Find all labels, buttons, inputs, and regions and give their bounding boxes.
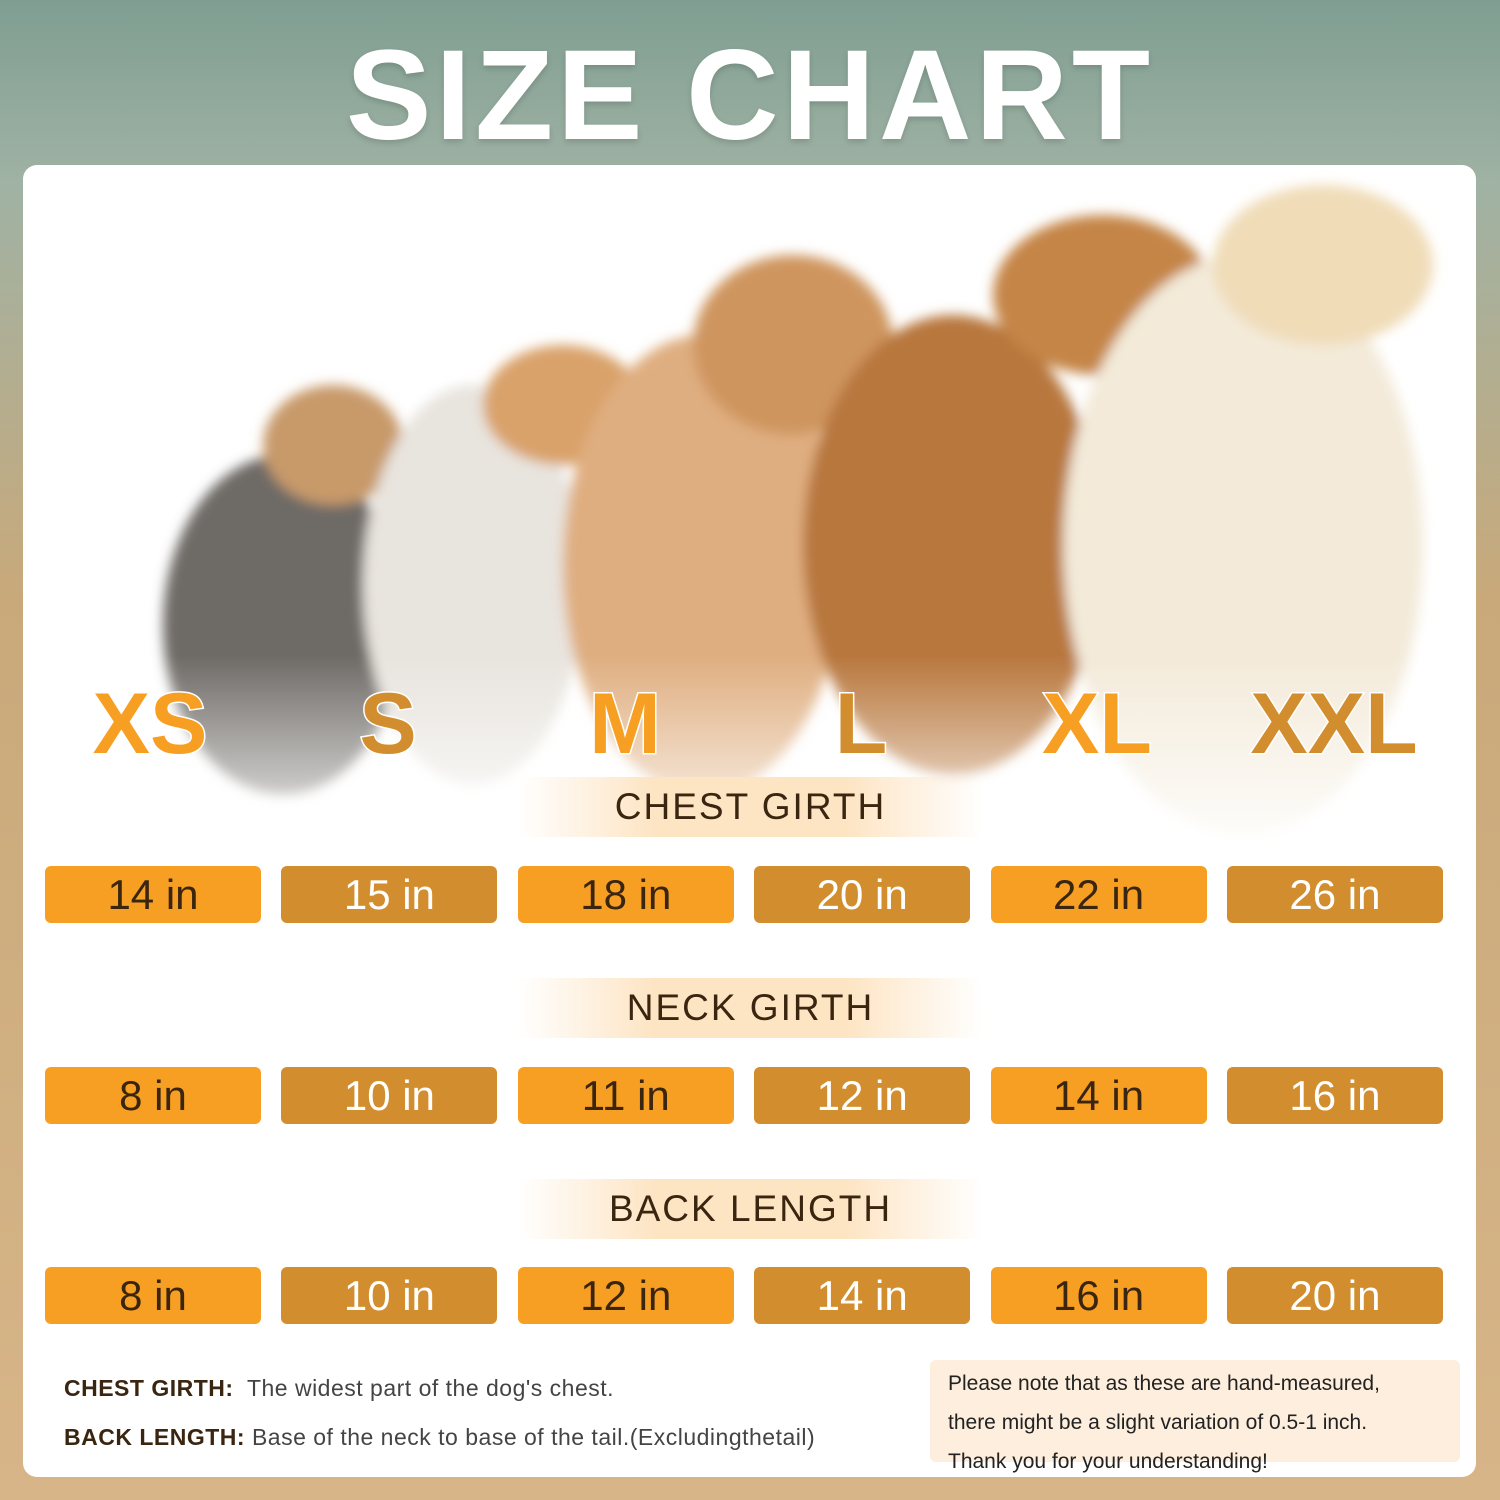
note-line: Please note that as these are hand-measu…	[948, 1372, 1380, 1395]
neck-girth-row: 8 in 10 in 11 in 12 in 14 in 16 in	[45, 1067, 1443, 1124]
chest-value: 22 in	[990, 866, 1207, 923]
chest-value: 26 in	[1226, 866, 1443, 923]
back-term: BACK LENGTH:	[64, 1424, 246, 1450]
chest-value: 20 in	[754, 866, 971, 923]
chest-girth-row: 14 in 15 in 18 in 20 in 22 in 26 in	[45, 866, 1443, 923]
back-value: 10 in	[281, 1267, 498, 1324]
chest-term: CHEST GIRTH:	[64, 1375, 234, 1401]
note-line: there might be a slight variation of 0.5…	[948, 1411, 1368, 1434]
neck-value: 10 in	[281, 1067, 498, 1124]
neck-value: 14 in	[990, 1067, 1207, 1124]
chest-value: 15 in	[281, 866, 498, 923]
back-value: 16 in	[990, 1267, 1207, 1324]
chest-value: 14 in	[45, 866, 261, 923]
page-title: SIZE CHART	[346, 24, 1154, 167]
size-label-l: L	[833, 675, 889, 774]
size-label-xxl: XXL	[1249, 675, 1419, 774]
chest-text: The widest part of the dog's chest.	[246, 1375, 615, 1401]
chest-definition: CHEST GIRTH: The widest part of the dog'…	[64, 1375, 815, 1402]
size-label-xs: XS	[91, 675, 209, 774]
back-length-heading: BACK LENGTH	[518, 1179, 983, 1239]
back-text: Base of the neck to base of the tail.(Ex…	[251, 1424, 816, 1450]
measurement-note: Please note that as these are hand-measu…	[930, 1360, 1460, 1473]
neck-value: 8 in	[45, 1067, 261, 1124]
size-label-xl: XL	[1041, 675, 1154, 774]
back-length-row: 8 in 10 in 12 in 14 in 16 in 20 in	[45, 1267, 1443, 1324]
back-value: 20 in	[1226, 1267, 1443, 1324]
neck-value: 12 in	[754, 1067, 971, 1124]
size-label-m: M	[588, 675, 663, 774]
chest-value: 18 in	[517, 866, 734, 923]
size-label-s: S	[358, 675, 418, 774]
back-value: 14 in	[754, 1267, 971, 1324]
note-line: Thank you for your understanding!	[948, 1450, 1268, 1473]
size-chart-card: XS S M L XL XXL CHEST GIRTH 14 in 15 in …	[23, 165, 1476, 1477]
back-value: 8 in	[45, 1267, 261, 1324]
neck-girth-heading: NECK GIRTH	[518, 978, 983, 1038]
chest-girth-heading: CHEST GIRTH	[518, 777, 983, 837]
back-definition: BACK LENGTH: Base of the neck to base of…	[64, 1424, 815, 1451]
back-value: 12 in	[517, 1267, 734, 1324]
neck-value: 11 in	[517, 1067, 734, 1124]
measurement-definitions: CHEST GIRTH: The widest part of the dog'…	[64, 1375, 815, 1473]
dogs-illustration	[23, 165, 1476, 865]
neck-value: 16 in	[1226, 1067, 1443, 1124]
